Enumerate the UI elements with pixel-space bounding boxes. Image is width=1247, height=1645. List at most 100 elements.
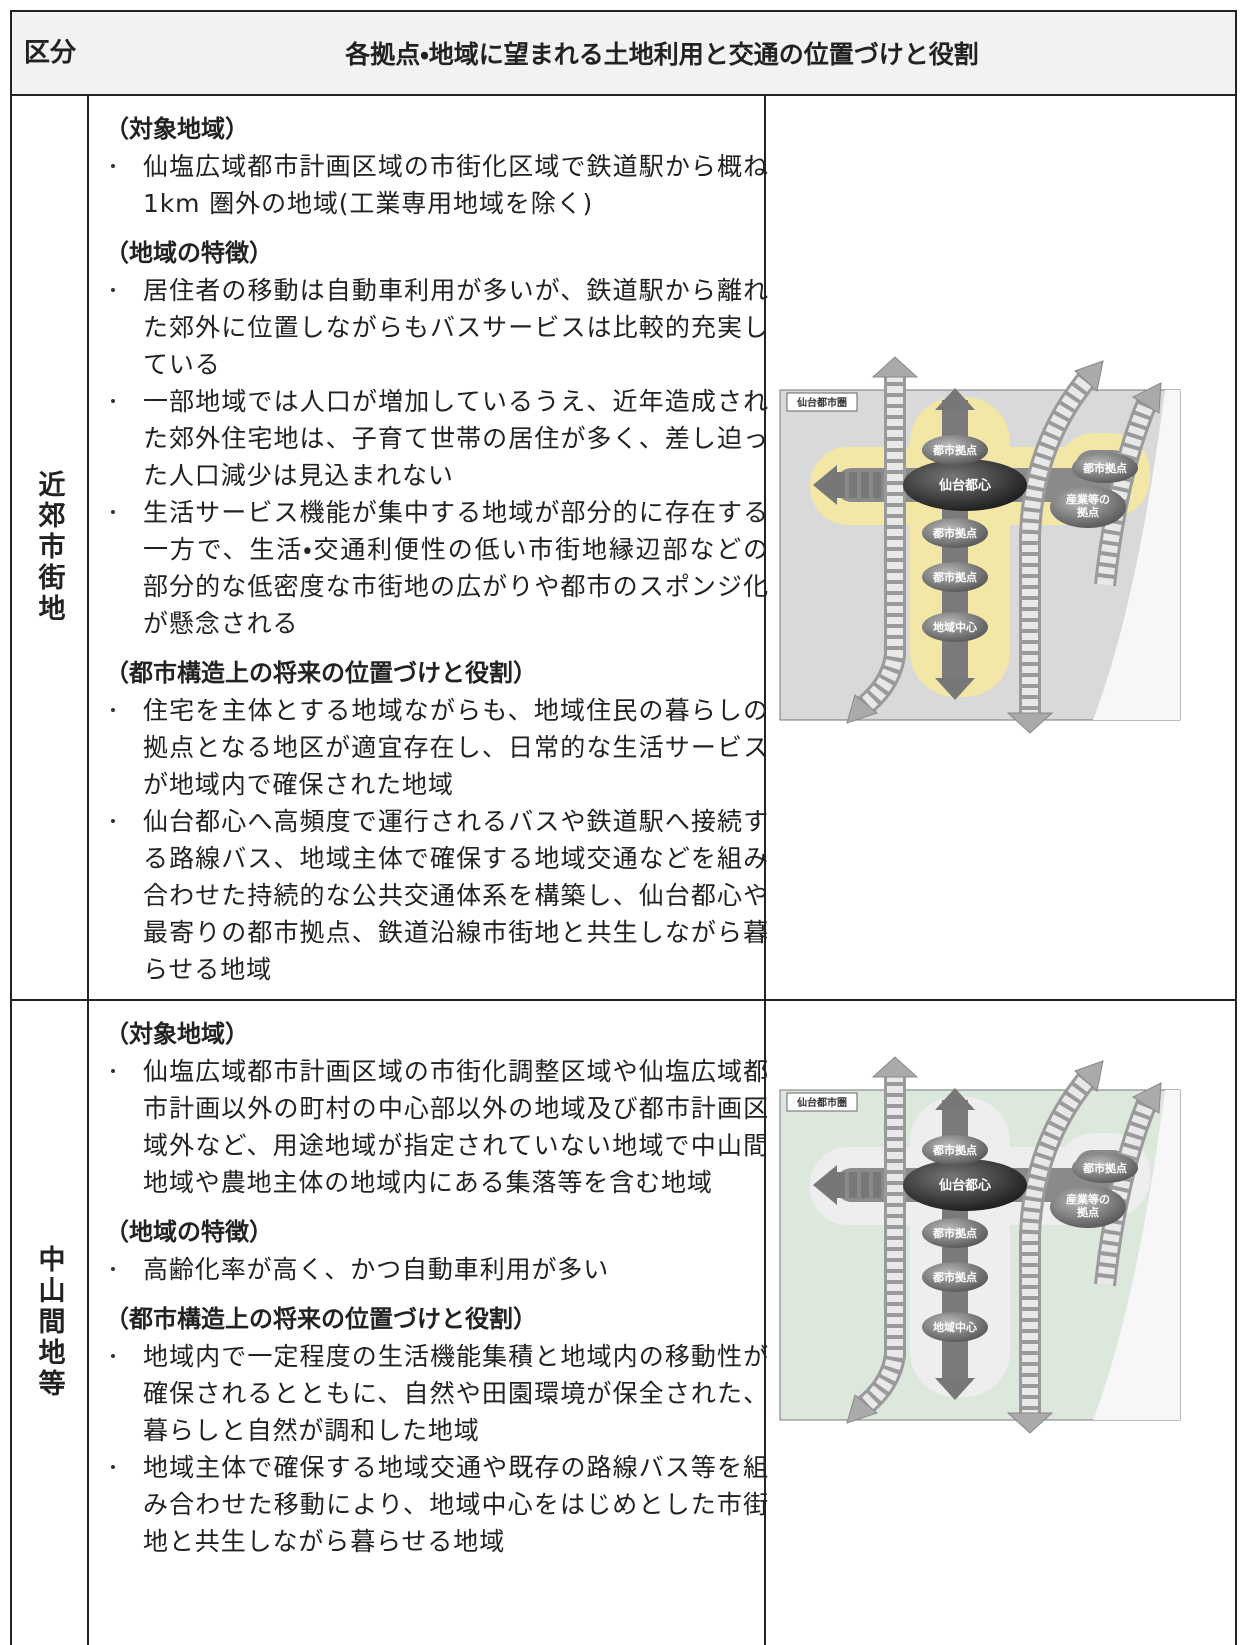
section-heading: （対象地域） xyxy=(105,115,249,143)
region-box xyxy=(786,1092,858,1112)
diagram-label: 都市拠点 xyxy=(932,1226,977,1240)
node xyxy=(1050,486,1126,528)
arrow-head xyxy=(1131,1082,1162,1114)
rail-rungs xyxy=(857,375,903,714)
region-box xyxy=(786,392,858,412)
section-heading: （対象地域） xyxy=(105,1020,249,1048)
node xyxy=(922,612,988,642)
arrow-head xyxy=(935,388,975,410)
bullet-item: 住宅を主体とする地域ながらも、地域住民の暮らしの拠点となる地区が適宜存在し、日常… xyxy=(105,692,769,803)
bullet xyxy=(111,510,115,514)
header-bg xyxy=(12,12,1235,94)
section: （対象地域） 仙塩広域都市計画区域の市街化区域で鉄道駅から概ね 1km 圏外の地域… xyxy=(105,110,768,222)
item-text: 仙塩広域都市計画区域の市街化区域で鉄道駅から概ね 1km 圏外の地域(工業専用地… xyxy=(143,152,769,218)
arrow-head xyxy=(813,465,837,505)
diagram-label: 都市拠点 xyxy=(932,1143,977,1157)
diagram-label: 仙台都心 xyxy=(938,1178,991,1194)
arrow-head xyxy=(813,1165,837,1205)
node xyxy=(922,562,988,592)
bullet xyxy=(111,288,115,292)
bullet-item: 仙台都心へ高頻度で運行されるバスや鉄道駅へ接続する路線バス、地域主体で確保する地… xyxy=(105,803,769,988)
hub xyxy=(903,1159,1027,1211)
header-title: 各拠点・地域に望まれる土地利用と交通の位置づけと役割 xyxy=(345,40,979,69)
arrow-head xyxy=(871,356,919,378)
bullet-item: 仙塩広域都市計画区域の市街化調整区域や仙塩広域都市計画以外の町村の中心部以外の地… xyxy=(105,1053,769,1201)
bullet-item: 高齢化率が高く、かつ自動車利用が多い xyxy=(105,1251,769,1288)
rail-rungs xyxy=(1022,1073,1094,1417)
bullet xyxy=(111,1465,115,1469)
border xyxy=(10,94,1237,96)
section: （地域の特徴） 居住者の移動は自動車利用が多いが、鉄道駅から離れた郊外に位置しなが… xyxy=(105,234,768,642)
node xyxy=(922,518,988,548)
bullet xyxy=(111,1267,115,1271)
arrow-head xyxy=(846,694,879,724)
item-text: 仙塩広域都市計画区域の市街化調整区域や仙塩広域都市計画以外の町村の中心部以外の地… xyxy=(143,1057,769,1197)
diagram-label: 仙台都心 xyxy=(938,478,991,494)
bullet-item: 生活サービス機能が集中する地域が部分的に存在する一方で、生活・交通利便性の低い市… xyxy=(105,494,769,642)
edge-area xyxy=(1093,1090,1180,1420)
section: （地域の特徴） 高齢化率が高く、かつ自動車利用が多い xyxy=(105,1213,765,1288)
bullet xyxy=(111,819,115,823)
arrow-head xyxy=(1074,360,1104,392)
item-text: 一部地域では人口が増加しているうえ、近年造成された郊外住宅地は、子育て世帯の居住… xyxy=(143,387,769,490)
diagram-label: 都市拠点 xyxy=(932,526,977,540)
item-text: 地域内で一定程度の生活機能集積と地域内の移動性が確保されるとともに、自然や田園環… xyxy=(143,1342,769,1445)
diagram-label: 都市拠点 xyxy=(1082,461,1127,475)
diagram-label: 都市拠点 xyxy=(932,570,977,584)
bullet xyxy=(111,164,115,168)
rail-rungs xyxy=(1097,399,1155,586)
node xyxy=(922,1218,988,1248)
item-text: 地域主体で確保する地域交通や既存の路線バス等を組み合わせた移動により、地域中心を… xyxy=(143,1453,769,1556)
row-category: 中山間地等 xyxy=(33,1245,65,1400)
rail-rungs xyxy=(1097,1099,1155,1286)
bullet xyxy=(111,399,115,403)
node xyxy=(1072,1153,1138,1183)
header-category: 区分 xyxy=(23,38,76,68)
node xyxy=(1072,453,1138,483)
section-heading: （地域の特徴） xyxy=(105,239,273,267)
arrow-head xyxy=(871,1056,919,1078)
arrow-head xyxy=(935,1378,975,1400)
diagram-label: 産業等の xyxy=(1066,1192,1110,1206)
diagram-label: 産業等の xyxy=(1066,492,1110,506)
node xyxy=(922,435,988,465)
node xyxy=(922,1135,988,1165)
section: （都市構造上の将来の位置づけと役割） 住宅を主体とする地域ながらも、地域住民の暮ら… xyxy=(105,654,768,988)
diagram-label: 仙台都市圏 xyxy=(796,396,847,409)
diagram-label: 地域中心 xyxy=(933,620,977,634)
section-heading: （地域の特徴） xyxy=(105,1218,273,1246)
arrow-head xyxy=(1131,382,1162,414)
rail-rungs xyxy=(1022,373,1094,717)
diagram-label: 都市拠点 xyxy=(932,1270,977,1284)
border xyxy=(1235,10,1237,1645)
item-text: 仙台都心へ高頻度で運行されるバスや鉄道駅へ接続する路線バス、地域主体で確保する地… xyxy=(143,807,769,984)
bullet xyxy=(111,1354,115,1358)
border xyxy=(87,10,89,1645)
diagram-label: 拠点 xyxy=(1077,1205,1099,1219)
bullet-item: 地域内で一定程度の生活機能集積と地域内の移動性が確保されるとともに、自然や田園環… xyxy=(105,1338,769,1449)
diagram-label: 都市拠点 xyxy=(1082,1161,1127,1175)
rail-rungs xyxy=(857,1075,903,1414)
section-heading: （都市構造上の将来の位置づけと役割） xyxy=(105,659,537,687)
item-text: 住宅を主体とする地域ながらも、地域住民の暮らしの拠点となる地区が適宜存在し、日常… xyxy=(143,696,769,799)
border xyxy=(10,10,1237,12)
section: （対象地域） 仙塩広域都市計画区域の市街化調整区域や仙塩広域都市計画以外の町村の中… xyxy=(105,1015,768,1201)
arrow-head xyxy=(1006,1412,1054,1434)
item-text: 生活サービス機能が集中する地域が部分的に存在する一方で、生活・交通利便性の低い市… xyxy=(143,498,769,638)
border xyxy=(10,999,1237,1001)
diagram-label: 拠点 xyxy=(1077,505,1099,519)
diagram-label: 都市拠点 xyxy=(932,443,977,457)
border xyxy=(764,95,766,1645)
node xyxy=(922,1312,988,1342)
node xyxy=(922,1262,988,1292)
section-heading: （都市構造上の将来の位置づけと役割） xyxy=(105,1305,537,1333)
row-category: 近郊市街地 xyxy=(33,470,65,625)
bullet-item: 仙塩広域都市計画区域の市街化区域で鉄道駅から概ね 1km 圏外の地域(工業専用地… xyxy=(105,148,769,222)
node xyxy=(1050,1186,1126,1228)
bullet xyxy=(111,708,115,712)
edge-area xyxy=(1093,390,1180,720)
diagram-label: 地域中心 xyxy=(933,1320,977,1334)
